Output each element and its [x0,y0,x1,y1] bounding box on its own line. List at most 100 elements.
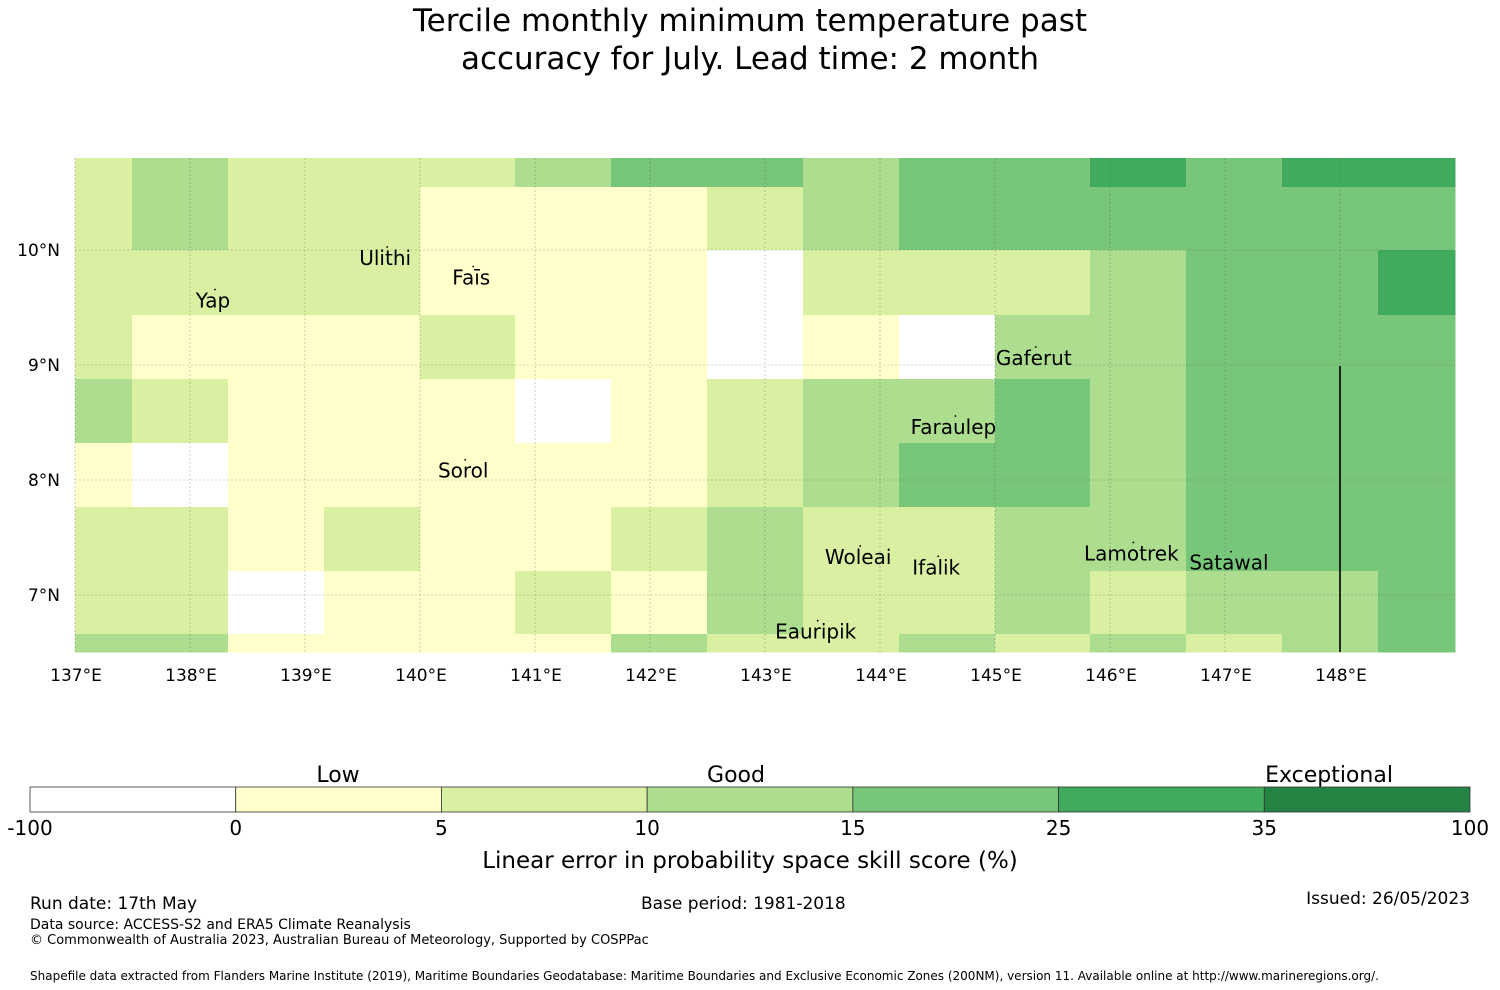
lon-tick-label: 143°E [740,666,792,686]
skill-cell [75,315,133,380]
island-dot [1034,346,1037,348]
island-dot [954,415,957,417]
skill-cell [707,250,804,316]
data-source: Data source: ACCESS-S2 and ERA5 Climate … [30,917,411,933]
skill-cell [132,250,229,316]
skill-cell [324,443,421,508]
skill-cell [324,507,421,572]
skill-cell [1090,187,1187,251]
skill-cell [515,158,612,188]
skill-cell [611,158,708,188]
skill-cell [707,571,804,635]
skill-cell [899,634,996,653]
skill-cell [899,507,996,572]
skill-cell [803,507,900,572]
colorbar-swatch [235,786,442,813]
island-dot [816,619,819,622]
skill-cell [1090,158,1187,188]
skill-cell [420,443,516,508]
skill-cell [995,571,1091,635]
colorbar-tick-label: 10 [634,816,659,840]
skill-cell [75,571,133,635]
colorbar-tick-label: 25 [1046,816,1071,840]
skill-cell [1378,187,1456,251]
skill-cell [132,507,229,572]
skill-cell [515,634,612,653]
place-label: Ulithi [359,246,411,270]
skill-cell [228,250,325,316]
skill-cell [420,379,516,444]
lon-tick-label: 142°E [625,666,677,686]
lon-tick-label: 147°E [1200,666,1252,686]
skill-cell [1186,250,1283,316]
map-title: Tercile monthly minimum temperature past… [0,2,1500,78]
skill-cell [228,571,325,635]
skill-cell [611,250,708,316]
skill-cell [707,187,804,251]
skill-cell [995,507,1091,572]
colorbar-swatch [441,786,648,813]
skill-cell [707,158,804,188]
skill-cell [132,315,229,380]
skill-cell [1378,250,1456,316]
longitude-labels: 137°E 138°E 139°E 140°E 141°E 142°E 143°E 144°E… [50,666,1367,686]
skill-cell [1282,634,1379,653]
skill-cell [1090,507,1187,572]
skill-cell [1090,634,1187,653]
place-labels: Ulithi Faīs Yap Gaferut Faraulep Sorol Woleai I… [195,246,1269,644]
skill-cell [1282,379,1379,444]
skill-cell [995,634,1091,653]
place-label: Lamotrek [1084,542,1179,566]
lon-tick-label: 139°E [280,666,332,686]
skill-cell [1378,379,1456,444]
skill-cell [1186,443,1283,508]
lon-tick-label: 140°E [395,666,447,686]
colorbar-axis-label: Linear error in probability space skill … [482,848,1018,874]
island-dot [1230,550,1232,553]
issued-date: Issued: 26/05/2023 [1306,889,1470,909]
skill-cell [1282,250,1379,316]
skill-cell [420,187,516,251]
skill-cell [228,315,325,380]
colorbar-tick-label: 0 [229,816,242,840]
skill-cell [75,158,133,188]
skill-cell [420,571,516,635]
colorbar-swatch [29,786,237,813]
skill-cell [803,187,900,251]
skill-cell [324,250,421,316]
place-label: Faraulep [911,415,997,439]
island-markers [214,246,1232,622]
skill-cell [420,315,516,380]
skill-cell [1090,379,1187,444]
place-label: Sorol [438,459,489,483]
skill-cell [899,379,996,444]
base-period: Base period: 1981-2018 [641,894,846,914]
skill-cell [995,443,1091,508]
lon-tick-label: 144°E [855,666,907,686]
lat-tick-label: 10°N [17,241,60,261]
skill-cell [611,634,708,653]
skill-cell [515,507,612,572]
lon-tick-label: 137°E [50,666,102,686]
skill-cell [1282,507,1379,572]
lon-tick-label: 141°E [510,666,562,686]
skill-cell [1186,507,1283,572]
copyright: © Commonwealth of Australia 2023, Austra… [30,933,649,948]
skill-cell [899,187,996,251]
skill-cell [899,571,996,635]
skill-cell [995,379,1091,444]
skill-cell [228,507,325,572]
place-label: Woleai [825,545,892,569]
skill-cell [420,507,516,572]
skill-cell [899,250,996,316]
island-dot [1132,541,1135,544]
skill-cell [611,443,708,508]
skill-cell [803,315,900,380]
skill-cell [1378,443,1456,508]
skill-cell [75,187,133,251]
skill-cell [132,158,229,188]
skill-cell [611,507,708,572]
skill-cell [803,250,900,316]
skill-cell [75,250,133,316]
skill-cell [803,443,900,508]
